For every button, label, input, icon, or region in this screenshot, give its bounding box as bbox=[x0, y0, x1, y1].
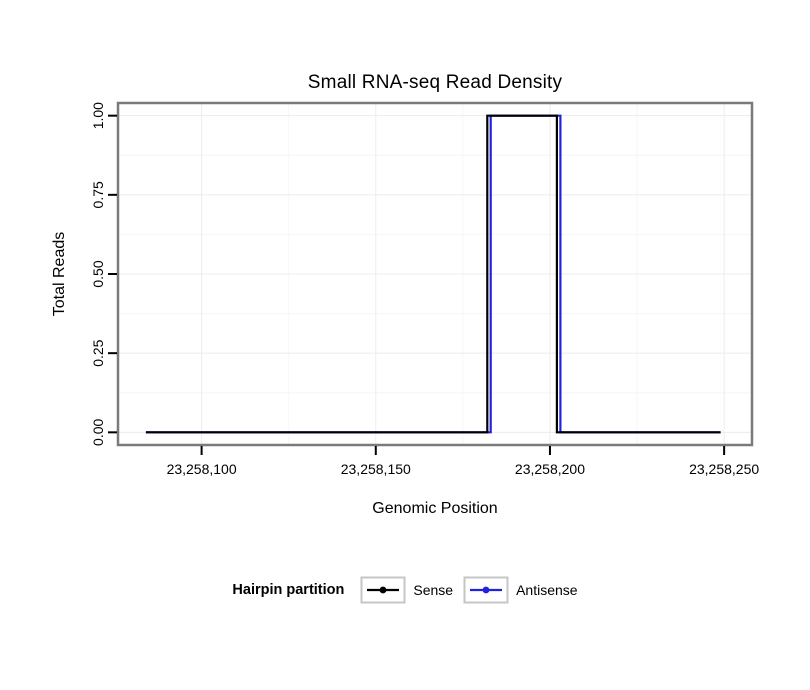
x-tick-label: 23,258,150 bbox=[341, 461, 411, 477]
y-tick-label: 0.25 bbox=[90, 339, 106, 366]
y-tick-label: 0.75 bbox=[90, 181, 106, 208]
legend-key-sense bbox=[360, 576, 406, 604]
x-tick-label: 23,258,200 bbox=[515, 461, 585, 477]
x-axis-title: Genomic Position bbox=[372, 500, 498, 517]
legend-title: Hairpin partition bbox=[232, 582, 345, 598]
legend-key-point bbox=[482, 586, 490, 594]
y-tick-label: 0.50 bbox=[90, 260, 106, 287]
legend-item-sense: Sense bbox=[360, 576, 453, 604]
x-tick-label: 23,258,100 bbox=[167, 461, 237, 477]
legend-key-antisense bbox=[463, 576, 509, 604]
panel-border bbox=[116, 101, 754, 447]
legend-item-antisense: Antisense bbox=[463, 576, 578, 604]
y-tick-label: 0.00 bbox=[90, 418, 106, 445]
legend-item-label: Antisense bbox=[516, 582, 578, 598]
y-axis-title: Total Reads bbox=[51, 231, 68, 317]
legend-items: Sense Antisense bbox=[360, 576, 578, 604]
y-tick-label: 1.00 bbox=[90, 102, 106, 129]
legend: Hairpin partition Sense Antisense bbox=[0, 576, 810, 604]
x-tick-label: 23,258,250 bbox=[689, 461, 759, 477]
series-line-sense bbox=[145, 114, 721, 434]
legend-key-point bbox=[379, 586, 387, 594]
chart-title: Small RNA-seq Read Density bbox=[307, 72, 563, 93]
legend-item-label: Sense bbox=[413, 582, 454, 598]
